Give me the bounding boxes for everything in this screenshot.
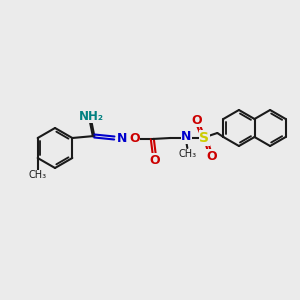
Text: O: O bbox=[191, 113, 202, 127]
Text: O: O bbox=[129, 133, 140, 146]
Text: N: N bbox=[181, 130, 191, 143]
Text: O: O bbox=[149, 154, 160, 166]
Text: N: N bbox=[117, 131, 128, 145]
Text: CH₃: CH₃ bbox=[28, 170, 47, 180]
Text: NH₂: NH₂ bbox=[79, 110, 104, 122]
Text: CH₃: CH₃ bbox=[178, 149, 196, 159]
Text: S: S bbox=[199, 131, 209, 145]
Text: O: O bbox=[206, 149, 217, 163]
